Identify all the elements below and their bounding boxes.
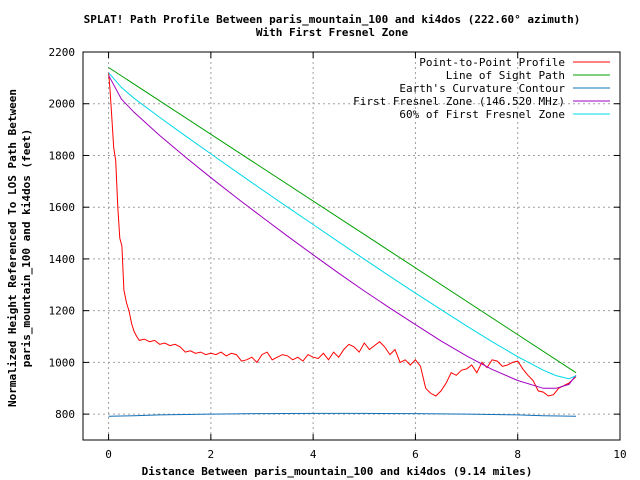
series-line-3: [108, 412, 577, 417]
series-line-5: [108, 72, 577, 380]
x-tick-label: 6: [412, 448, 419, 461]
y-axis-label-line1: Normalized Height Referenced To LOS Path…: [6, 89, 19, 407]
y-tick-label: 1600: [49, 201, 76, 214]
x-tick-label: 8: [514, 448, 521, 461]
x-tick-label: 2: [208, 448, 215, 461]
x-tick-label: 4: [310, 448, 317, 461]
series-line-2: [108, 67, 577, 374]
legend-label-2: Line of Sight Path: [446, 69, 565, 82]
chart-title: SPLAT! Path Profile Between paris_mounta…: [84, 13, 581, 26]
y-tick-label: 2200: [49, 46, 76, 59]
y-tick-label: 800: [55, 408, 75, 421]
y-tick-label: 1800: [49, 149, 76, 162]
y-tick-label: 1200: [49, 305, 76, 318]
series-line-4: [108, 75, 577, 389]
y-tick-label: 1400: [49, 253, 76, 266]
axes: 0 2 4 6 8 10 800 1000 1200 1400 1600 1800 2000 2200: [49, 46, 627, 461]
series-line-1: [108, 72, 577, 397]
legend-label-1: Point-to-Point Profile: [419, 56, 565, 69]
y-tick-label: 2000: [49, 98, 76, 111]
legend-label-3: Earth's Curvature Contour: [399, 82, 565, 95]
x-axis-label: Distance Between paris_mountain_100 and …: [142, 465, 533, 478]
x-tick-label: 10: [613, 448, 626, 461]
plot-frame: [82, 51, 621, 441]
legend-label-5: 60% of First Fresnel Zone: [399, 108, 565, 121]
chart-subtitle: With First Fresnel Zone: [256, 26, 409, 39]
y-axis-label-line2: paris_mountain_100 and ki4dos (feet): [20, 129, 33, 367]
y-tick-label: 1000: [49, 356, 76, 369]
x-tick-label: 0: [105, 448, 112, 461]
legend-label-4: First Fresnel Zone (146.520 MHz): [353, 95, 565, 108]
series-lines: [108, 67, 577, 417]
